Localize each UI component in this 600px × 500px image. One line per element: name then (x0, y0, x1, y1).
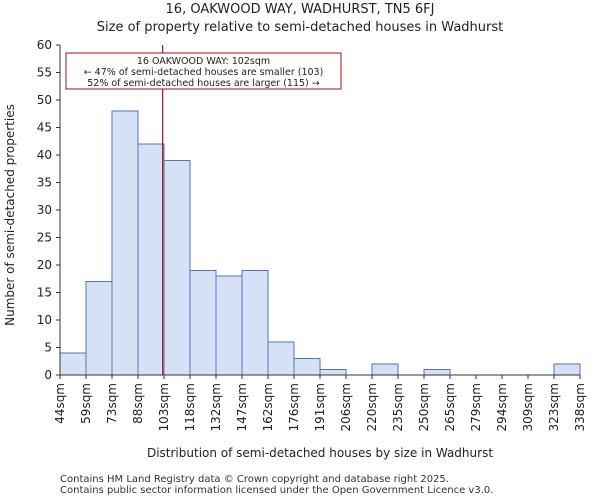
x-tick-label: 88sqm (131, 383, 145, 424)
x-tick-label: 162sqm (261, 383, 275, 431)
x-tick-label: 279sqm (469, 383, 483, 431)
bar-250sqm (423, 369, 451, 376)
x-tick-label: 73sqm (105, 383, 119, 424)
footer-copyright: Contains HM Land Registry data © Crown c… (60, 474, 449, 485)
x-tick-label: 103sqm (157, 383, 171, 431)
footer-licence: Contains public sector information licen… (60, 485, 494, 496)
x-tick-label: 44sqm (53, 383, 67, 424)
y-axis-label: Number of semi-detached properties (3, 104, 17, 326)
bar-59sqm (85, 281, 113, 376)
bar-44sqm (59, 352, 87, 376)
bar-132sqm (215, 275, 243, 376)
x-tick-label: 323sqm (547, 383, 561, 431)
y-tick-label: 25 (37, 231, 52, 245)
y-tick-label: 10 (37, 313, 52, 327)
x-ticks-group: 44sqm 59sqm 73sqm 88sqm 103sqm 118sqm 132sqm 14… (53, 375, 587, 431)
annotation-line-1: 16 OAKWOOD WAY: 102sqm (137, 56, 270, 67)
bar-162sqm (267, 341, 295, 376)
x-tick-label: 59sqm (79, 383, 93, 424)
y-tick-label: 5 (44, 341, 52, 355)
bar-323sqm (553, 363, 581, 376)
bar-103sqm (163, 160, 191, 376)
histogram-chart: 0 5 10 15 20 25 30 35 40 45 50 55 60 44sqm 59sqm 73sqm… (3, 38, 587, 460)
annotation-line-3: 52% of semi-detached houses are larger (… (87, 78, 320, 89)
y-tick-label: 20 (37, 258, 52, 272)
x-tick-label: 265sqm (443, 383, 457, 431)
y-tick-label: 35 (37, 176, 52, 190)
x-tick-label: 250sqm (417, 383, 431, 431)
bar-88sqm (137, 143, 165, 376)
x-tick-label: 118sqm (183, 383, 197, 431)
bar-191sqm (319, 369, 347, 376)
x-tick-label: 309sqm (521, 383, 535, 431)
x-axis-label: Distribution of semi-detached houses by … (147, 446, 493, 460)
y-tick-label: 0 (44, 368, 52, 382)
bar-176sqm (293, 358, 321, 376)
y-tick-label: 45 (37, 121, 52, 135)
bar-147sqm (241, 270, 269, 376)
y-tick-label: 30 (37, 203, 52, 217)
y-tick-label: 60 (37, 38, 52, 52)
x-tick-label: 338sqm (573, 383, 587, 431)
x-tick-label: 294sqm (495, 383, 509, 431)
annotation-box (65, 52, 342, 90)
y-tick-label: 15 (37, 286, 52, 300)
y-ticks-group: 0 5 10 15 20 25 30 35 40 45 50 55 60 (37, 38, 60, 382)
bar-118sqm (189, 270, 217, 376)
y-tick-label: 55 (37, 66, 52, 80)
x-tick-label: 176sqm (287, 383, 301, 431)
x-tick-label: 191sqm (313, 383, 327, 431)
bar-73sqm (111, 110, 139, 376)
chart-title: 16, OAKWOOD WAY, WADHURST, TN5 6FJ (165, 2, 435, 17)
x-tick-label: 220sqm (365, 383, 379, 431)
bar-220sqm (371, 363, 399, 376)
x-tick-label: 206sqm (339, 383, 353, 431)
chart-subtitle: Size of property relative to semi-detach… (96, 20, 504, 35)
marker-group: 16 OAKWOOD WAY: 102sqm← 47% of semi-deta… (65, 45, 342, 375)
bars-group (59, 110, 581, 376)
annotation-line-2: ← 47% of semi-detached houses are smalle… (84, 67, 324, 78)
x-tick-label: 235sqm (391, 383, 405, 431)
x-tick-label: 132sqm (209, 383, 223, 431)
y-tick-label: 50 (37, 93, 52, 107)
y-tick-label: 40 (37, 148, 52, 162)
x-tick-label: 147sqm (235, 383, 249, 431)
